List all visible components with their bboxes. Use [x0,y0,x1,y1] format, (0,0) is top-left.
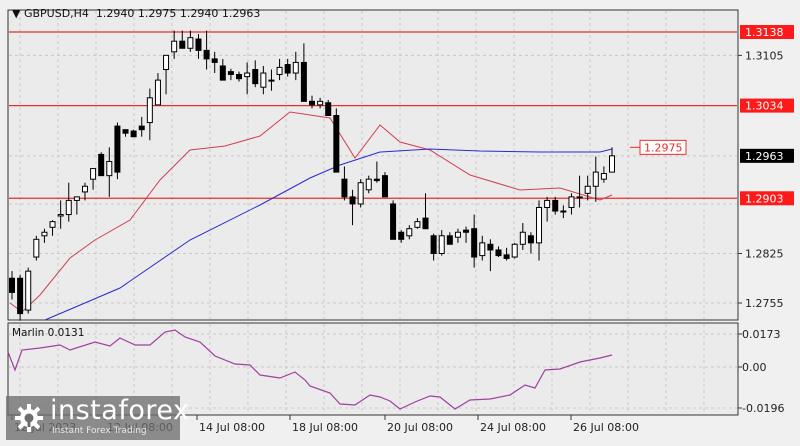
moving-averages [9,111,613,321]
svg-text:1.3034: 1.3034 [745,100,784,113]
svg-text:1.2825: 1.2825 [745,247,784,260]
price-panel[interactable] [7,9,739,321]
svg-text:1.3138: 1.3138 [745,26,784,39]
svg-text:26 Jul 08:00: 26 Jul 08:00 [573,421,639,434]
svg-text:1.3105: 1.3105 [745,49,784,62]
indicator-axis: 0.0173 0.00 -0.0196 [738,328,784,415]
svg-text:24 Jul 08:00: 24 Jul 08:00 [480,421,546,434]
svg-text:-0.0196: -0.0196 [742,402,784,415]
svg-text:0.00: 0.00 [742,361,767,374]
gear-logo-icon [15,404,43,432]
svg-text:18 Jul 08:00: 18 Jul 08:00 [292,421,358,434]
instaforex-watermark: instaforex Instant Forex Trading [6,395,189,440]
svg-text:1.2903: 1.2903 [745,192,784,205]
svg-text:1.2755: 1.2755 [745,297,784,310]
svg-text:1.2963: 1.2963 [745,150,784,163]
svg-text:20 Jul 08:00: 20 Jul 08:00 [387,421,453,434]
indicator-title: Marlin 0.0131 [12,327,85,339]
svg-text:14 Jul 08:00: 14 Jul 08:00 [199,421,265,434]
horizontal-levels [9,31,737,199]
watermark-tagline: Instant Forex Trading [52,426,147,436]
price-axis[interactable]: 1.3105 1.2825 1.2755 1.3138 1.3034 1.2903 1.29… [630,25,794,310]
marlin-line [7,329,613,410]
chart-title: ▼ GBPUSD,H4 1.2940 1.2975 1.2940 1.2963 [12,7,261,20]
candlesticks [9,30,615,321]
svg-text:1.2975: 1.2975 [644,141,683,154]
svg-text:0.0173: 0.0173 [742,328,781,341]
watermark-brand: instaforex [50,395,190,426]
